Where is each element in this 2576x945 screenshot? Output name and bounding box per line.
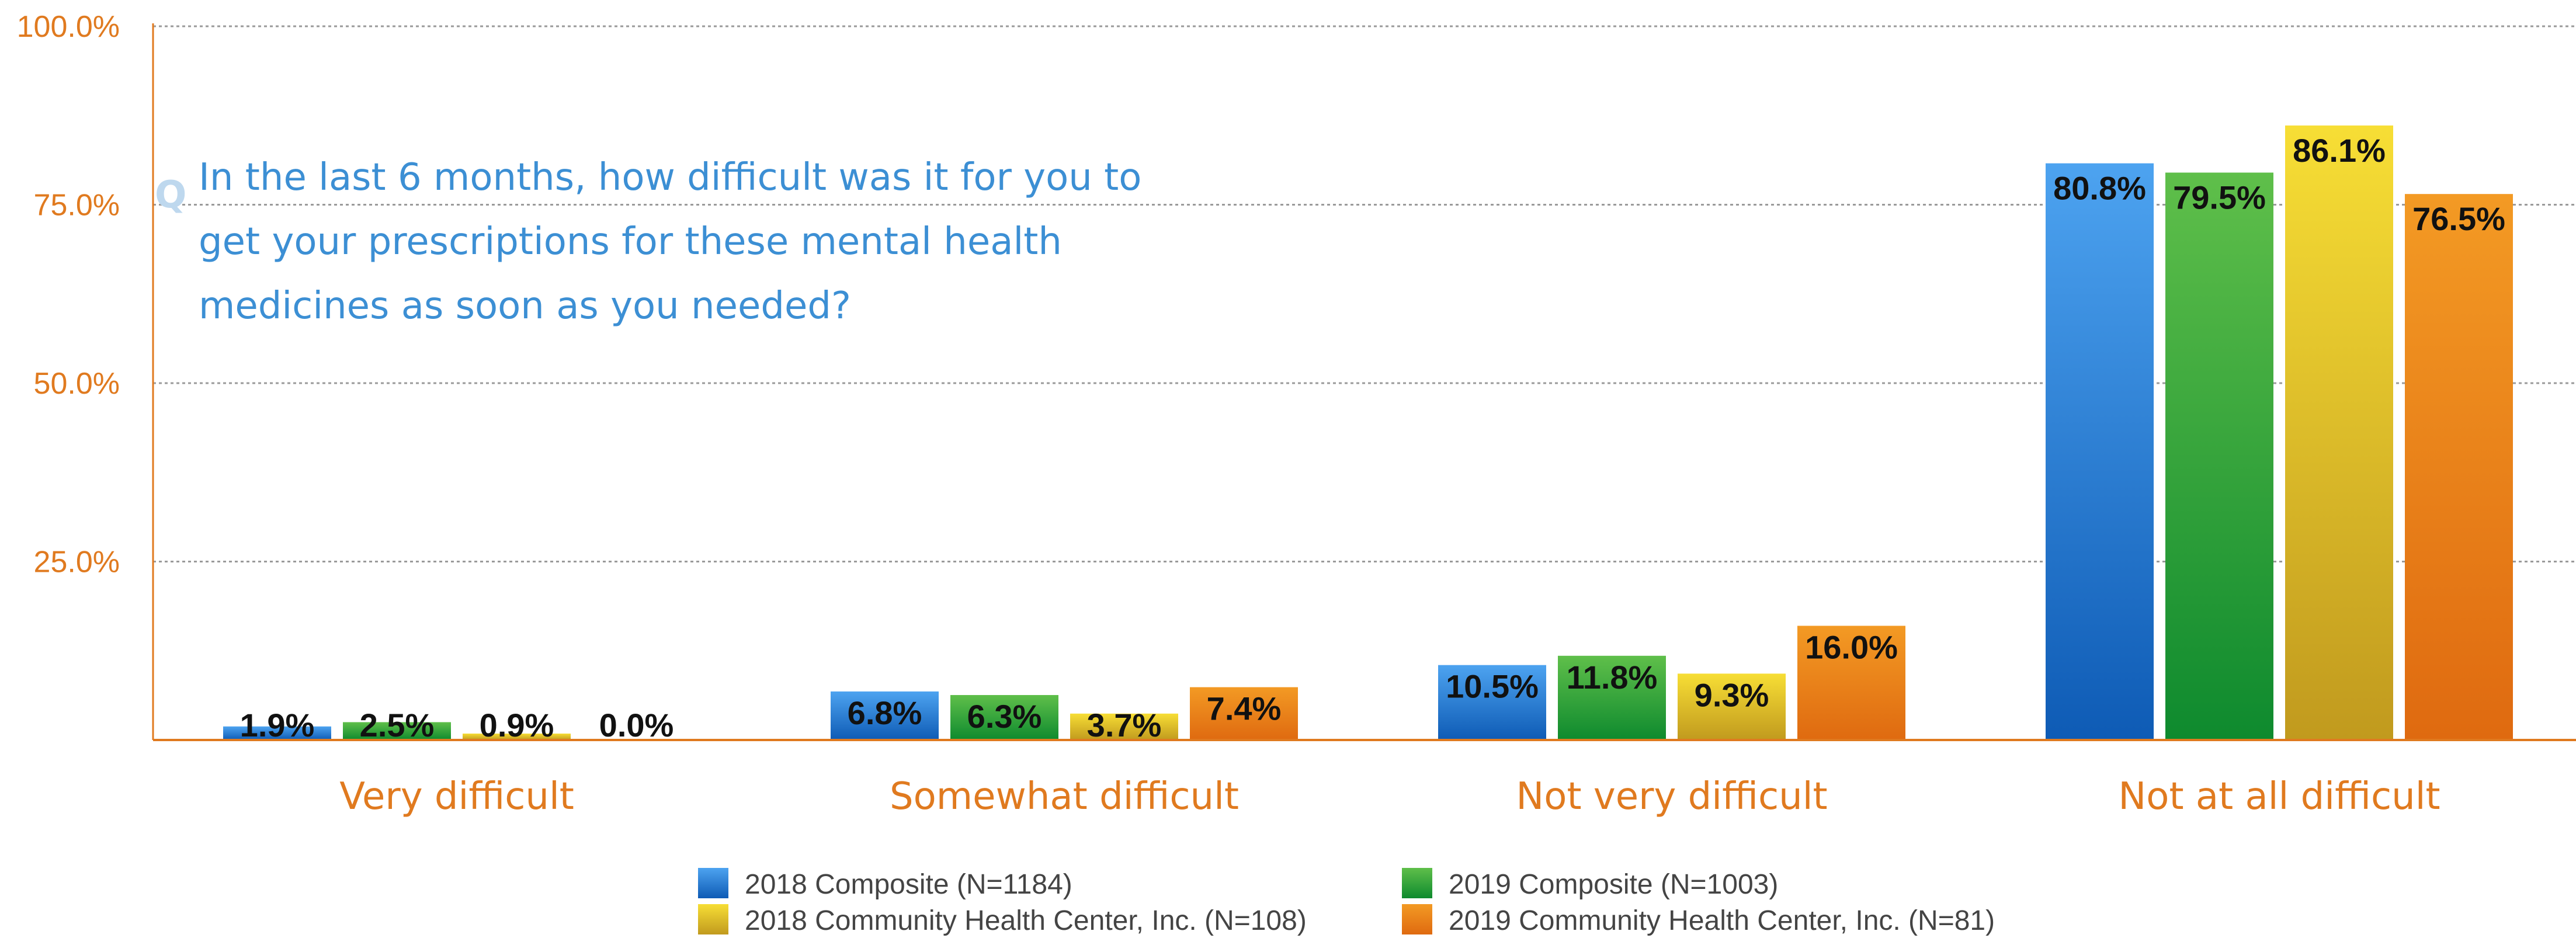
question-line: In the last 6 months, how difficult was … (199, 156, 1141, 199)
bar (1678, 673, 1786, 740)
x-category-label: Not very difficult (1516, 775, 1827, 818)
legend-label: 2018 Composite (N=1184) (745, 869, 1072, 900)
bar (950, 695, 1058, 740)
data-label: 16.0% (1805, 628, 1898, 665)
legend-label: 2018 Community Health Center, Inc. (N=10… (745, 905, 1307, 936)
legend: 2018 Composite (N=1184) 2019 Composite (N… (698, 868, 1995, 936)
y-tick-label: 25.0% (34, 546, 120, 579)
bar (2046, 163, 2154, 740)
data-label: 0.0% (599, 707, 674, 744)
axes: 25.0% 50.0% 75.0% 100.0% Very difficult Somew… (17, 10, 2576, 818)
bar (343, 722, 451, 740)
data-label: 11.8% (1567, 659, 1658, 696)
bar (831, 691, 939, 740)
legend-swatch (1402, 904, 1432, 934)
question-block: Q In the last 6 months, how difficult was… (155, 156, 1141, 328)
bar (2405, 194, 2513, 740)
bar (2285, 125, 2393, 740)
y-tick-label: 100.0% (17, 10, 120, 44)
data-label: 7.4% (1207, 690, 1282, 727)
question-line: medicines as soon as you needed? (199, 284, 851, 328)
y-tick-label: 50.0% (34, 367, 120, 401)
labels: 1.9% 2.5% 0.9% 0.0% 6.8% 6.3% 3.7% 7.4% 10.5% 11.… (240, 132, 2505, 744)
bar (1438, 665, 1546, 740)
x-category-label: Very difficult (339, 775, 574, 818)
data-label: 3.7% (1087, 707, 1162, 744)
data-label: 2.5% (360, 707, 435, 744)
data-label: 80.8% (2053, 170, 2146, 207)
gridlines (153, 25, 2576, 562)
legend-label: 2019 Community Health Center, Inc. (N=81… (1449, 905, 1995, 936)
bar (223, 726, 331, 740)
x-category-label: Somewhat difficult (890, 775, 1239, 818)
legend-swatch (1402, 868, 1432, 898)
bar (1190, 687, 1298, 740)
data-label: 79.5% (2173, 179, 2266, 216)
question-line: get your prescriptions for these mental … (199, 220, 1062, 263)
legend-swatch (698, 868, 728, 898)
legend-swatch (698, 904, 728, 934)
data-label: 86.1% (2293, 132, 2386, 169)
legend-label: 2019 Composite (N=1003) (1449, 869, 1778, 900)
data-label: 10.5% (1446, 668, 1539, 705)
data-label: 6.8% (848, 694, 922, 731)
bar (1797, 626, 1905, 740)
data-label: 6.3% (967, 698, 1042, 735)
question-mark-icon: Q (155, 173, 186, 217)
bar (463, 734, 571, 740)
bars (223, 125, 2513, 740)
bar (1558, 655, 1666, 740)
data-label: 9.3% (1695, 676, 1769, 713)
data-label: 1.9% (240, 707, 315, 744)
data-label: 76.5% (2412, 200, 2505, 237)
bar (1070, 713, 1178, 740)
y-tick-label: 75.0% (34, 189, 120, 223)
bar (2165, 172, 2273, 740)
data-label: 0.9% (480, 707, 554, 744)
x-category-label: Not at all difficult (2118, 775, 2440, 818)
